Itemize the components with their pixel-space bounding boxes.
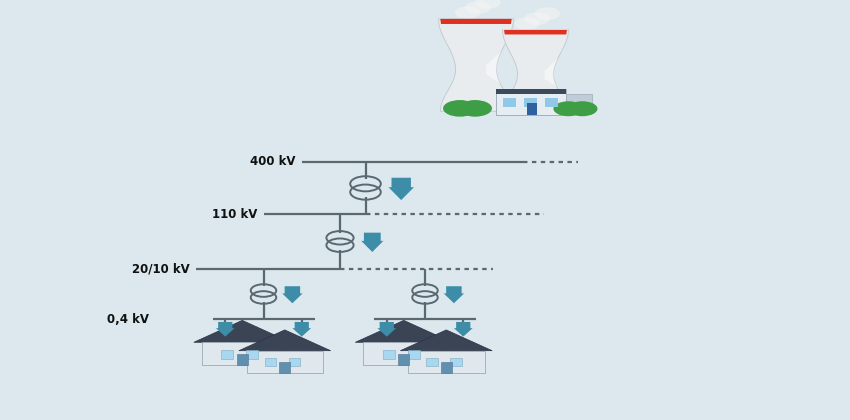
Circle shape xyxy=(567,101,598,116)
FancyBboxPatch shape xyxy=(398,354,410,365)
Text: 0,4 kV: 0,4 kV xyxy=(107,313,149,326)
Polygon shape xyxy=(388,178,414,200)
Polygon shape xyxy=(361,233,383,252)
Circle shape xyxy=(553,101,584,116)
FancyBboxPatch shape xyxy=(441,362,451,373)
Polygon shape xyxy=(454,322,473,337)
Text: 400 kV: 400 kV xyxy=(250,155,296,168)
Circle shape xyxy=(465,1,490,14)
Circle shape xyxy=(443,100,477,117)
FancyBboxPatch shape xyxy=(236,354,248,365)
FancyBboxPatch shape xyxy=(566,94,592,113)
FancyBboxPatch shape xyxy=(280,362,290,373)
Polygon shape xyxy=(377,322,396,337)
Polygon shape xyxy=(545,58,558,87)
FancyBboxPatch shape xyxy=(221,350,234,359)
FancyBboxPatch shape xyxy=(265,358,276,367)
Text: 110 kV: 110 kV xyxy=(212,208,258,221)
Polygon shape xyxy=(439,19,513,111)
FancyBboxPatch shape xyxy=(382,350,395,359)
FancyBboxPatch shape xyxy=(289,358,300,367)
FancyBboxPatch shape xyxy=(545,97,558,107)
FancyBboxPatch shape xyxy=(246,351,323,373)
Text: 20/10 kV: 20/10 kV xyxy=(132,262,190,275)
Circle shape xyxy=(455,6,480,19)
Circle shape xyxy=(514,17,540,30)
FancyBboxPatch shape xyxy=(363,342,444,365)
FancyBboxPatch shape xyxy=(408,351,484,373)
Polygon shape xyxy=(502,30,569,111)
Polygon shape xyxy=(444,286,464,303)
FancyBboxPatch shape xyxy=(496,89,566,94)
Polygon shape xyxy=(216,322,235,337)
FancyBboxPatch shape xyxy=(496,89,566,115)
FancyBboxPatch shape xyxy=(246,350,258,359)
FancyBboxPatch shape xyxy=(450,358,462,367)
Circle shape xyxy=(458,100,492,117)
Polygon shape xyxy=(355,320,452,342)
Circle shape xyxy=(535,7,560,20)
FancyBboxPatch shape xyxy=(524,97,537,107)
Polygon shape xyxy=(400,330,492,351)
Polygon shape xyxy=(194,320,291,342)
FancyBboxPatch shape xyxy=(408,350,420,359)
FancyBboxPatch shape xyxy=(427,358,438,367)
Polygon shape xyxy=(504,30,567,34)
Polygon shape xyxy=(440,19,512,24)
FancyBboxPatch shape xyxy=(503,97,516,107)
FancyBboxPatch shape xyxy=(202,342,282,365)
Circle shape xyxy=(475,0,501,9)
Polygon shape xyxy=(292,322,311,337)
Polygon shape xyxy=(282,286,303,303)
Polygon shape xyxy=(239,330,331,351)
FancyBboxPatch shape xyxy=(527,103,537,115)
Circle shape xyxy=(524,12,550,25)
Polygon shape xyxy=(486,51,501,84)
